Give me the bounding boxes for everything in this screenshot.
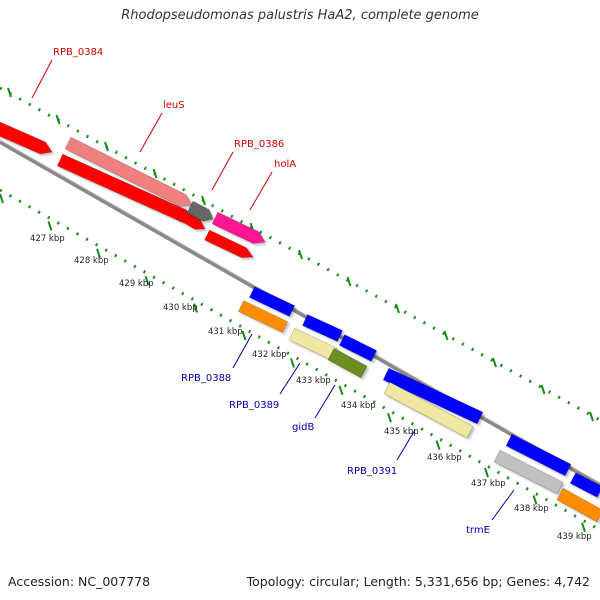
gene-label: RPB_0386 bbox=[234, 139, 284, 150]
scale-label: 427 kbp bbox=[30, 234, 65, 244]
topology-text: Topology: circular; Length: 5,331,656 bp… bbox=[246, 574, 590, 589]
gene-leader-line bbox=[279, 362, 301, 395]
scale-tick bbox=[435, 440, 441, 450]
gene-leader-line bbox=[31, 59, 53, 99]
scale-tick bbox=[47, 221, 53, 231]
gene-feature-arrow bbox=[237, 300, 289, 333]
scale-label: 432 kbp bbox=[252, 350, 287, 360]
scale-tick bbox=[104, 141, 109, 152]
gene-leader-line bbox=[139, 112, 163, 153]
gene-feature-arrow bbox=[569, 472, 600, 498]
gene-feature-arrow bbox=[211, 211, 266, 244]
scale-label: 431 kbp bbox=[208, 327, 243, 337]
scale-tick bbox=[532, 495, 538, 505]
gene-feature-arrow bbox=[338, 334, 378, 362]
scale-tick bbox=[395, 303, 400, 314]
scale-tick bbox=[338, 385, 344, 396]
scale-tick bbox=[290, 358, 295, 368]
gene-feature-arrow bbox=[288, 327, 338, 361]
scale-tick bbox=[241, 330, 247, 341]
scale-tick bbox=[589, 411, 594, 422]
gene-features bbox=[0, 121, 600, 523]
gene-feature-arrow bbox=[382, 367, 484, 425]
genome-title: Rhodopseudomonas palustris HaA2, complet… bbox=[121, 8, 479, 23]
scale-ticks bbox=[0, 87, 594, 533]
gene-leader-line bbox=[314, 384, 336, 419]
gene-leader-line bbox=[211, 151, 234, 191]
scale-label: 436 kbp bbox=[427, 453, 462, 463]
gene-label: leuS bbox=[163, 100, 185, 111]
scale-tick bbox=[492, 357, 497, 368]
scale-tick bbox=[387, 412, 392, 423]
gene-leader-line bbox=[232, 333, 253, 369]
gene-feature-arrow bbox=[327, 347, 368, 379]
scale-labels: 427 kbp 428 kbp 429 kbp 430 kbp 431 kbp 432 k… bbox=[30, 234, 592, 542]
scale-label: 430 kbp bbox=[163, 303, 198, 313]
gene-feature-arrow bbox=[64, 136, 193, 207]
gene-feature-arrow bbox=[383, 381, 474, 439]
gene-label: RPB_0388 bbox=[181, 373, 231, 384]
gene-leader-line bbox=[491, 489, 515, 521]
gene-feature-arrow bbox=[186, 200, 214, 222]
scale-tick bbox=[201, 195, 206, 206]
scale-label: 438 kbp bbox=[514, 504, 549, 514]
scale-tick bbox=[581, 522, 586, 533]
genome-backbone-highlight bbox=[0, 139, 600, 484]
scale-label: 428 kbp bbox=[74, 256, 109, 266]
scale-tick bbox=[144, 275, 150, 286]
gene-label: RPB_0391 bbox=[347, 466, 397, 477]
gene-feature-arrow bbox=[505, 433, 572, 477]
gene-feature-arrow bbox=[556, 487, 600, 523]
gene-feature-arrow bbox=[302, 314, 343, 342]
gene-feature-arrow bbox=[493, 449, 564, 495]
gene-feature-arrow bbox=[0, 121, 53, 155]
scale-tick bbox=[298, 249, 303, 260]
scale-label: 434 kbp bbox=[341, 401, 376, 411]
scale-tick bbox=[152, 168, 158, 179]
scale-tick bbox=[7, 87, 12, 98]
gene-feature-arrow bbox=[248, 286, 296, 317]
gene-feature-arrow bbox=[176, 208, 206, 230]
accession-text: Accession: NC_007778 bbox=[8, 574, 151, 589]
scale-tick bbox=[55, 114, 61, 125]
scale-tick bbox=[346, 276, 352, 287]
gene-leader-line bbox=[396, 429, 416, 461]
scale-label: 429 kbp bbox=[119, 279, 154, 289]
inner-tick-ring bbox=[0, 188, 600, 532]
scale-label: 433 kbp bbox=[296, 376, 331, 386]
gene-label: holA bbox=[274, 159, 296, 170]
scale-tick bbox=[96, 248, 101, 259]
gene-label: RPB_0389 bbox=[229, 400, 279, 411]
scale-label: 439 kbp bbox=[557, 532, 592, 542]
scale-tick bbox=[193, 303, 198, 313]
gene-label: RPB_0384 bbox=[53, 47, 103, 58]
scale-tick bbox=[443, 330, 449, 341]
scale-tick bbox=[0, 193, 4, 204]
scale-tick bbox=[484, 467, 489, 478]
gene-leader-line bbox=[249, 171, 273, 211]
genome-backbone bbox=[0, 140, 600, 487]
scale-label: 435 kbp bbox=[384, 427, 419, 437]
scale-tick bbox=[540, 384, 546, 395]
scale-label: 437 kbp bbox=[471, 479, 506, 489]
gene-callouts: RPB_0384 leuS RPB_0386 holA RPB_0388 RPB_0389… bbox=[31, 47, 515, 536]
gene-label: trmE bbox=[466, 525, 490, 536]
gene-feature-arrow bbox=[204, 229, 254, 258]
gene-label: gidB bbox=[292, 422, 314, 433]
